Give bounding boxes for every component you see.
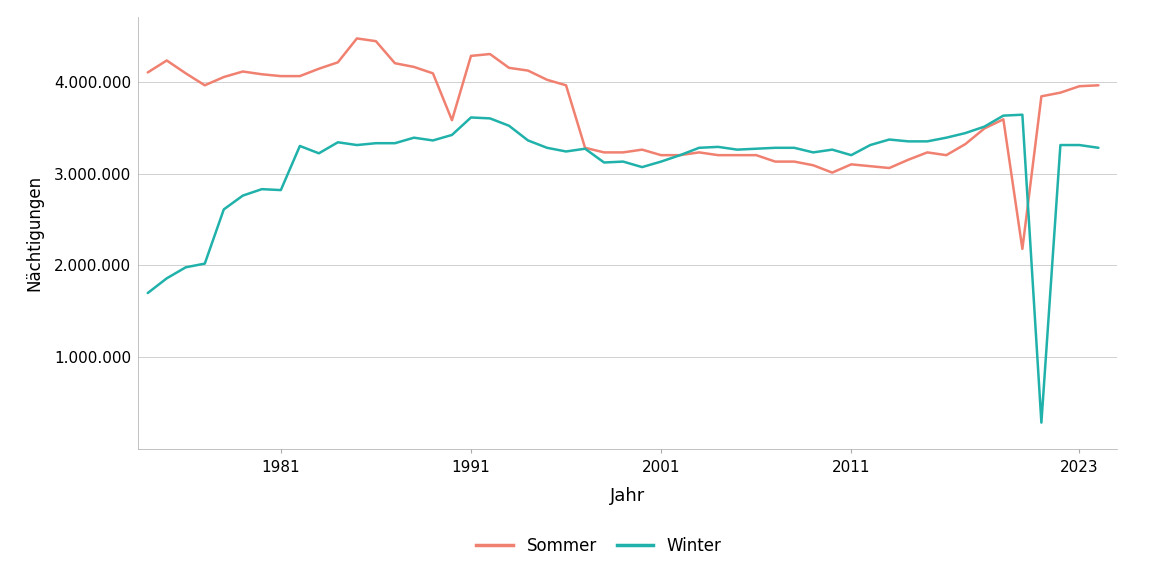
- Winter: [1073, 142, 1086, 149]
- Line: Sommer: Sommer: [147, 39, 1098, 249]
- Sommer: [350, 35, 364, 42]
- Winter: [445, 131, 458, 138]
- Sommer: [1091, 82, 1105, 89]
- Sommer: [445, 117, 458, 124]
- Winter: [768, 145, 782, 151]
- Winter: [141, 290, 154, 297]
- Legend: Sommer, Winter: Sommer, Winter: [470, 530, 728, 562]
- Sommer: [844, 161, 858, 168]
- Sommer: [141, 69, 154, 76]
- Winter: [1015, 111, 1029, 118]
- Sommer: [787, 158, 801, 165]
- Winter: [426, 137, 440, 144]
- Winter: [1034, 419, 1048, 426]
- Line: Winter: Winter: [147, 115, 1098, 423]
- Winter: [825, 146, 839, 153]
- X-axis label: Jahr: Jahr: [611, 487, 645, 505]
- Winter: [1091, 145, 1105, 151]
- Winter: [350, 142, 364, 149]
- Sommer: [1073, 83, 1086, 90]
- Y-axis label: Nächtigungen: Nächtigungen: [25, 175, 43, 291]
- Sommer: [369, 37, 382, 44]
- Sommer: [1015, 245, 1029, 252]
- Sommer: [464, 52, 478, 59]
